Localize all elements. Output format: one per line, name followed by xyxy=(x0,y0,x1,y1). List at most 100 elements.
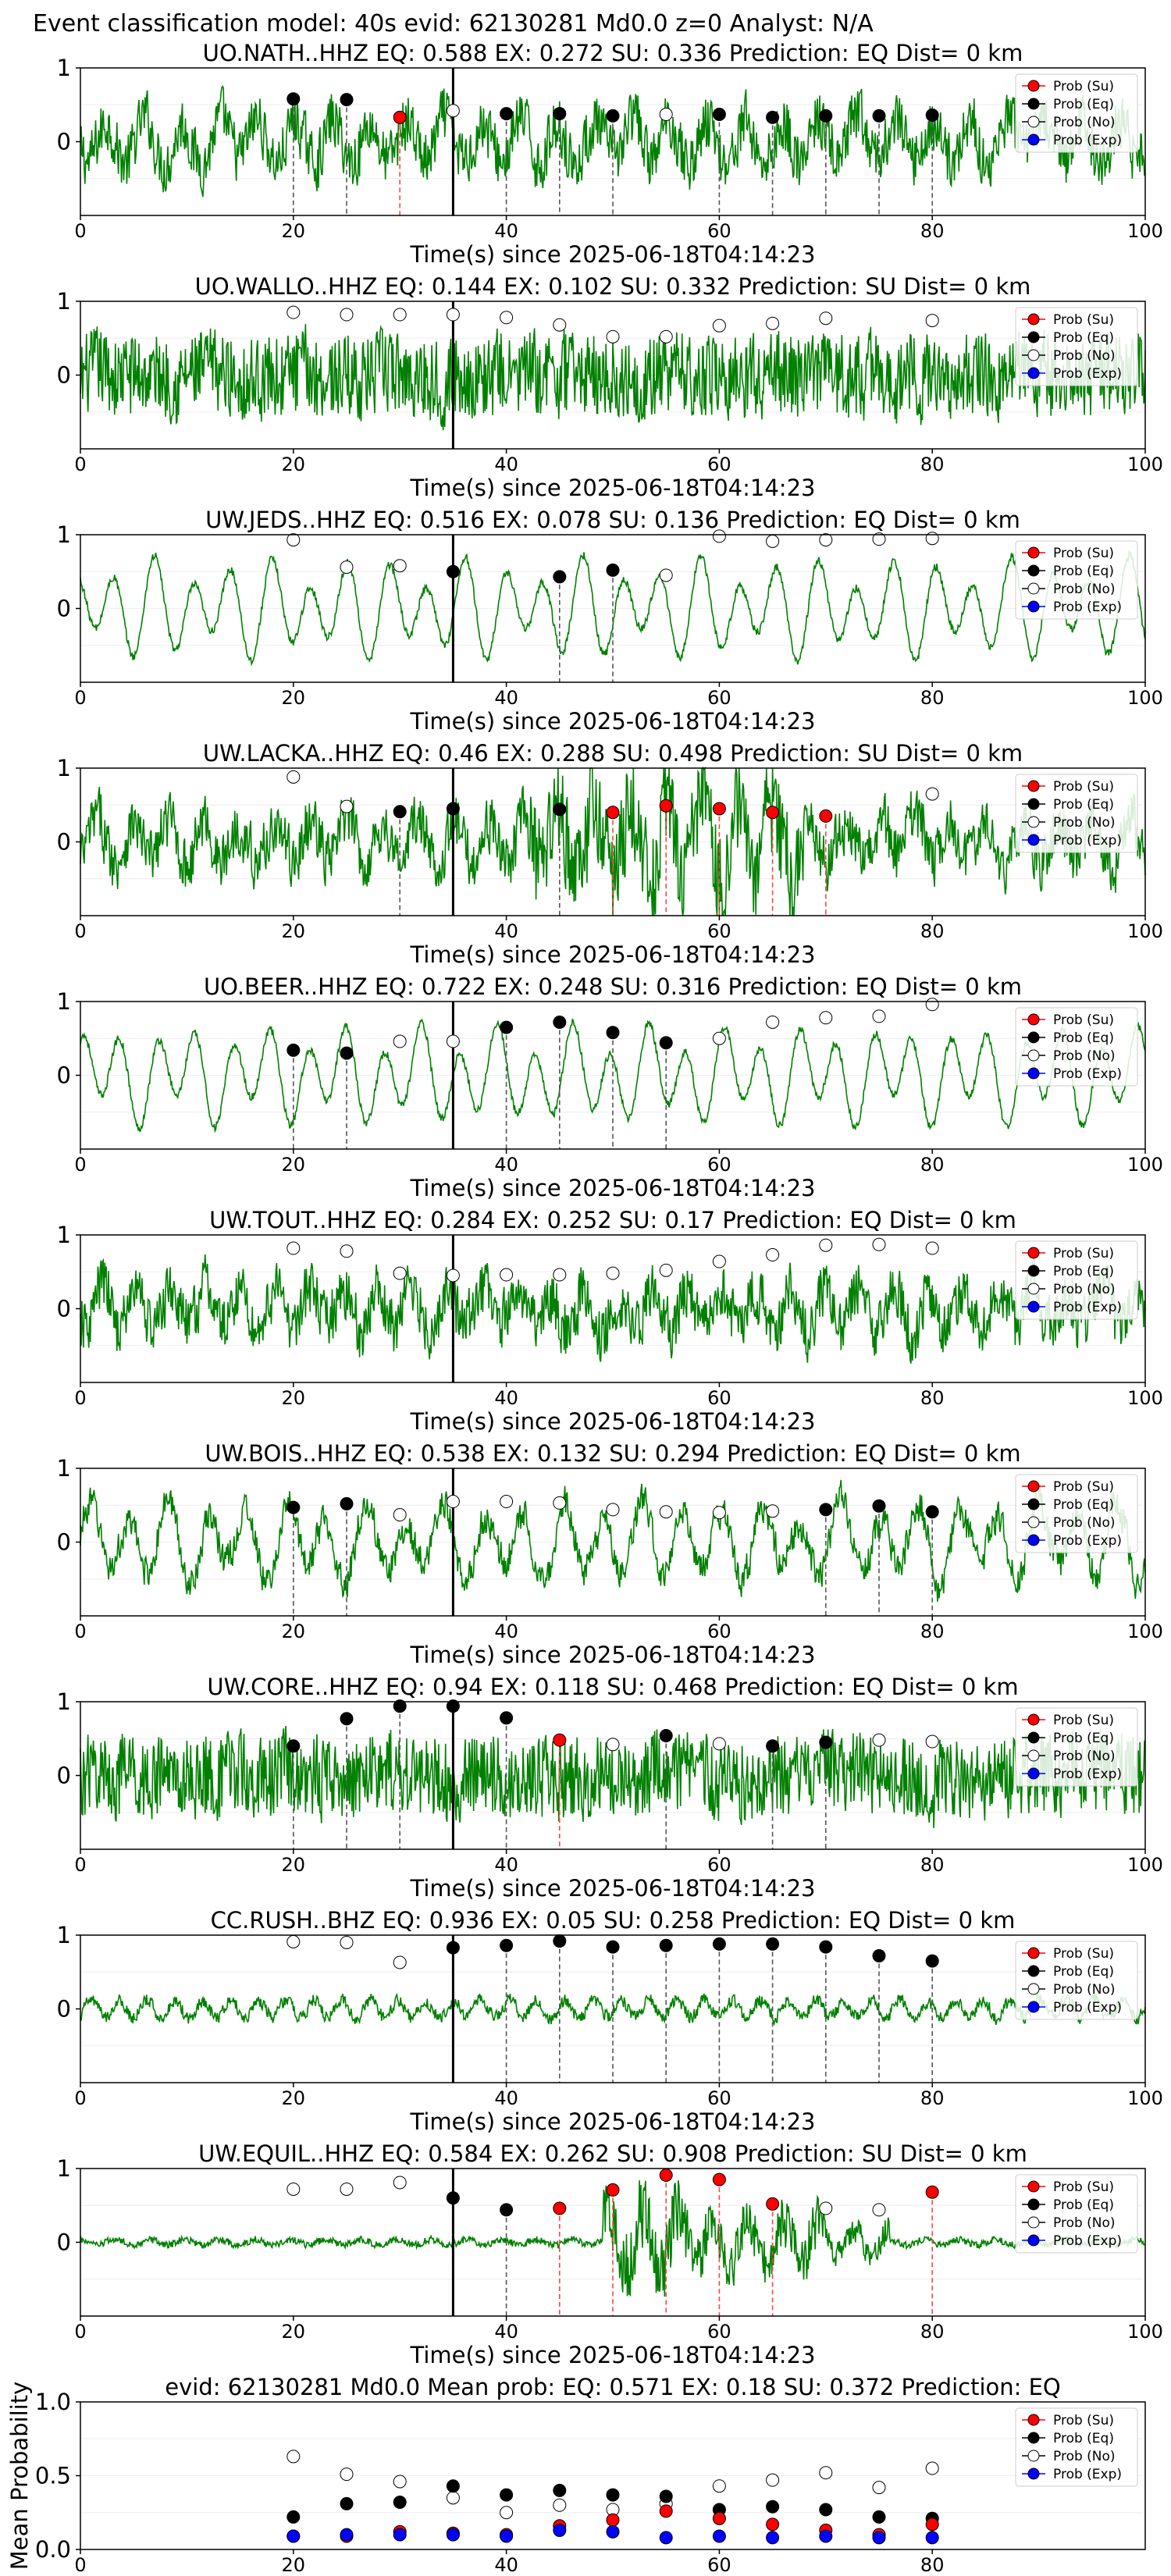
legend-marker-su xyxy=(1027,546,1040,559)
legend-label-no: Prob (No) xyxy=(1053,1282,1116,1297)
x-tick-label: 20 xyxy=(282,1854,306,1876)
marker-no xyxy=(659,1263,673,1277)
marker-no xyxy=(766,1248,780,1262)
mean-marker-exp xyxy=(340,2528,354,2542)
marker-no xyxy=(287,1935,301,1949)
marker-no xyxy=(446,104,460,118)
mean-marker-su xyxy=(606,2513,620,2527)
legend-label-exp: Prob (Exp) xyxy=(1053,833,1122,849)
legend-frame xyxy=(1015,1941,1138,2020)
legend-label-eq: Prob (Eq) xyxy=(1053,564,1114,579)
mean-marker-no xyxy=(446,2491,460,2505)
legend-label-eq: Prob (Eq) xyxy=(1053,2431,1114,2446)
panels: UO.NATH..HHZ EQ: 0.588 EX: 0.272 SU: 0.3… xyxy=(6,40,1163,2576)
legend-marker-no xyxy=(1027,2450,1040,2462)
marker-su xyxy=(553,2201,567,2215)
x-axis-label: Time(s) since 2025-06-18T04:14:23 xyxy=(410,475,816,501)
y-tick-label: 1 xyxy=(57,2155,71,2182)
mean-marker-eq xyxy=(500,2488,514,2502)
marker-no xyxy=(553,318,567,332)
x-tick-label: 80 xyxy=(920,220,945,242)
x-tick-label: 60 xyxy=(707,687,731,709)
y-tick-label: 0 xyxy=(57,362,71,389)
legend-label-exp: Prob (Exp) xyxy=(1053,1300,1122,1315)
marker-eq xyxy=(446,802,460,816)
legend-marker-su xyxy=(1027,313,1040,326)
x-tick-label: 60 xyxy=(707,2554,731,2576)
marker-eq xyxy=(446,564,460,578)
marker-no xyxy=(446,1268,460,1283)
legend-label-exp: Prob (Exp) xyxy=(1053,2000,1122,2016)
mean-marker-no xyxy=(287,2450,301,2464)
marker-eq xyxy=(606,563,620,577)
x-tick-label: 80 xyxy=(920,687,945,709)
marker-no xyxy=(766,1504,780,1518)
marker-eq xyxy=(287,1739,301,1753)
y-tick-label: 1 xyxy=(57,988,71,1015)
panel-title: UW.EQUIL..HHZ EQ: 0.584 EX: 0.262 SU: 0.… xyxy=(198,2140,1027,2167)
marker-no xyxy=(659,329,673,343)
marker-no xyxy=(872,532,886,546)
mean-marker-su xyxy=(659,2504,673,2518)
marker-no xyxy=(553,1268,567,1282)
mean-marker-exp xyxy=(712,2529,726,2543)
marker-no xyxy=(872,1733,886,1747)
mean-marker-eq xyxy=(446,2479,460,2493)
legend-marker-exp xyxy=(1027,1534,1040,1546)
x-axis-label: Time(s) since 2025-06-18T04:14:23 xyxy=(410,1642,816,1668)
marker-eq xyxy=(925,1954,939,1968)
legend-marker-su xyxy=(1027,1480,1040,1493)
legend-frame xyxy=(1015,774,1138,853)
legend-label-su: Prob (Su) xyxy=(1053,1946,1114,1962)
x-tick-label: 100 xyxy=(1127,687,1163,709)
marker-no xyxy=(340,560,354,575)
legend-marker-eq xyxy=(1027,2198,1040,2211)
x-tick-label: 0 xyxy=(74,2554,86,2576)
marker-no xyxy=(766,1015,780,1029)
legend-marker-no xyxy=(1027,1983,1040,1995)
mean-marker-exp xyxy=(766,2531,780,2545)
mean-marker-exp xyxy=(393,2528,407,2542)
legend-label-su: Prob (Su) xyxy=(1053,1479,1114,1495)
legend-label-su: Prob (Su) xyxy=(1053,2179,1114,2195)
marker-eq xyxy=(606,109,620,123)
legend-marker-eq xyxy=(1027,2432,1040,2444)
marker-no xyxy=(872,2203,886,2217)
mean-marker-eq xyxy=(659,2489,673,2503)
x-tick-label: 100 xyxy=(1127,2321,1163,2343)
marker-eq xyxy=(340,1046,354,1060)
marker-eq xyxy=(819,1940,833,1954)
legend-marker-exp xyxy=(1027,367,1040,379)
panel-5: UO.BEER..HHZ EQ: 0.722 EX: 0.248 SU: 0.3… xyxy=(57,973,1163,1201)
x-tick-label: 20 xyxy=(282,2554,306,2576)
y-tick-label: 0 xyxy=(57,1296,71,1322)
marker-no xyxy=(446,1495,460,1509)
x-tick-label: 40 xyxy=(494,1387,518,1409)
legend-frame xyxy=(1015,2174,1138,2254)
marker-eq xyxy=(659,1938,673,1952)
marker-no xyxy=(819,1011,833,1025)
marker-su xyxy=(393,110,407,124)
legend-label-exp: Prob (Exp) xyxy=(1053,133,1122,148)
x-tick-label: 80 xyxy=(920,1387,945,1409)
panel-title: UW.LACKA..HHZ EQ: 0.46 EX: 0.288 SU: 0.4… xyxy=(203,740,1023,767)
marker-no xyxy=(446,308,460,322)
panel-8: UW.CORE..HHZ EQ: 0.94 EX: 0.118 SU: 0.46… xyxy=(57,1674,1163,1902)
x-tick-label: 20 xyxy=(282,1621,306,1642)
mean-marker-no xyxy=(712,2479,726,2493)
marker-eq xyxy=(819,1735,833,1749)
marker-no xyxy=(393,1034,407,1048)
marker-no xyxy=(712,1737,726,1751)
marker-no xyxy=(500,1495,514,1509)
legend-label-eq: Prob (Eq) xyxy=(1053,1731,1114,1746)
marker-eq xyxy=(287,1043,301,1057)
marker-no xyxy=(446,1034,460,1048)
panel-title: UW.JEDS..HHZ EQ: 0.516 EX: 0.078 SU: 0.1… xyxy=(205,507,1020,533)
panel-2: UO.WALLO..HHZ EQ: 0.144 EX: 0.102 SU: 0.… xyxy=(57,273,1163,501)
marker-no xyxy=(287,305,301,319)
legend-label-eq: Prob (Eq) xyxy=(1053,1030,1114,1046)
legend-marker-su xyxy=(1027,1013,1040,1026)
x-tick-label: 40 xyxy=(494,2321,518,2343)
waveform-trace xyxy=(80,1253,1146,1364)
marker-no xyxy=(553,1496,567,1510)
